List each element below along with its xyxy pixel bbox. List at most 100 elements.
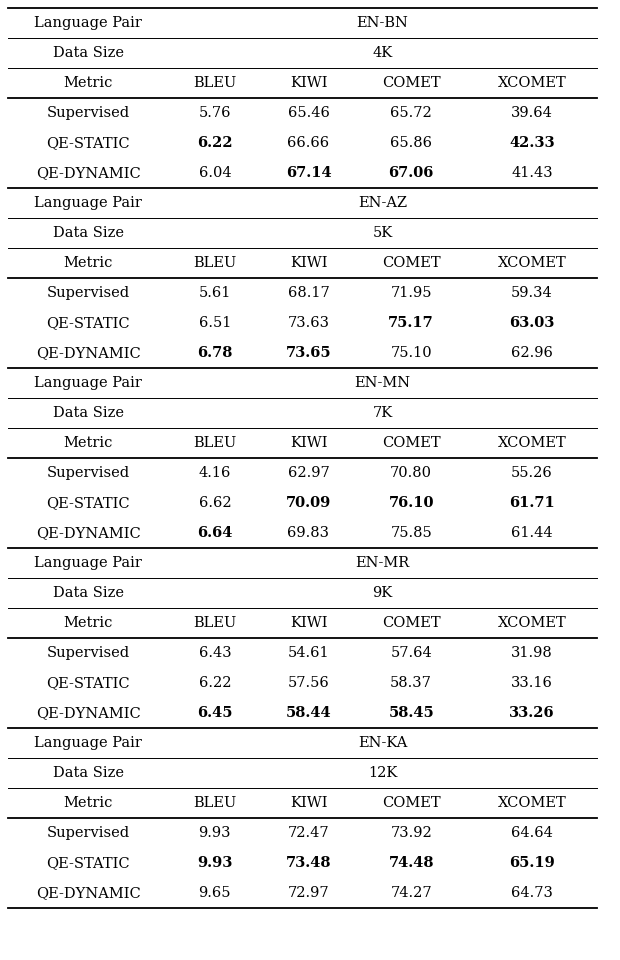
Text: XCOMET: XCOMET <box>498 616 566 630</box>
Text: EN-BN: EN-BN <box>356 16 409 30</box>
Text: 59.34: 59.34 <box>511 286 553 300</box>
Text: 5.61: 5.61 <box>198 286 231 300</box>
Text: QE-STATIC: QE-STATIC <box>46 136 130 150</box>
Text: EN-KA: EN-KA <box>358 736 407 750</box>
Text: 9K: 9K <box>373 586 392 600</box>
Text: 6.43: 6.43 <box>198 646 231 660</box>
Text: KIWI: KIWI <box>290 76 327 90</box>
Text: 72.47: 72.47 <box>288 826 329 840</box>
Text: COMET: COMET <box>382 616 440 630</box>
Text: 73.92: 73.92 <box>391 826 432 840</box>
Text: 65.19: 65.19 <box>509 856 555 870</box>
Text: QE-STATIC: QE-STATIC <box>46 316 130 330</box>
Text: COMET: COMET <box>382 76 440 90</box>
Text: 73.65: 73.65 <box>286 346 331 360</box>
Text: 57.56: 57.56 <box>288 676 329 690</box>
Text: COMET: COMET <box>382 436 440 450</box>
Text: Data Size: Data Size <box>53 586 123 600</box>
Text: XCOMET: XCOMET <box>498 76 566 90</box>
Text: Supervised: Supervised <box>46 826 130 840</box>
Text: Language Pair: Language Pair <box>34 736 142 750</box>
Text: 73.48: 73.48 <box>286 856 331 870</box>
Text: 6.64: 6.64 <box>197 526 232 540</box>
Text: Data Size: Data Size <box>53 226 123 240</box>
Text: XCOMET: XCOMET <box>498 436 566 450</box>
Text: 68.17: 68.17 <box>288 286 329 300</box>
Text: Supervised: Supervised <box>46 286 130 300</box>
Text: EN-MR: EN-MR <box>355 556 410 570</box>
Text: Metric: Metric <box>63 256 113 270</box>
Text: Metric: Metric <box>63 796 113 810</box>
Text: Language Pair: Language Pair <box>34 376 142 390</box>
Text: Supervised: Supervised <box>46 646 130 660</box>
Text: 70.09: 70.09 <box>286 496 331 510</box>
Text: 67.06: 67.06 <box>389 166 434 180</box>
Text: Language Pair: Language Pair <box>34 16 142 30</box>
Text: Language Pair: Language Pair <box>34 556 142 570</box>
Text: XCOMET: XCOMET <box>498 796 566 810</box>
Text: 72.97: 72.97 <box>288 886 329 900</box>
Text: 63.03: 63.03 <box>509 316 555 330</box>
Text: 65.86: 65.86 <box>390 136 432 150</box>
Text: 73.63: 73.63 <box>288 316 329 330</box>
Text: 61.71: 61.71 <box>509 496 555 510</box>
Text: 6.78: 6.78 <box>197 346 232 360</box>
Text: 58.44: 58.44 <box>286 706 331 720</box>
Text: 65.46: 65.46 <box>288 106 329 120</box>
Text: 75.10: 75.10 <box>391 346 432 360</box>
Text: EN-AZ: EN-AZ <box>358 196 407 210</box>
Text: 58.37: 58.37 <box>390 676 432 690</box>
Text: Data Size: Data Size <box>53 46 123 60</box>
Text: 66.66: 66.66 <box>288 136 330 150</box>
Text: 70.80: 70.80 <box>390 466 432 480</box>
Text: QE-STATIC: QE-STATIC <box>46 856 130 870</box>
Text: QE-DYNAMIC: QE-DYNAMIC <box>36 526 140 540</box>
Text: Language Pair: Language Pair <box>34 196 142 210</box>
Text: 6.45: 6.45 <box>197 706 232 720</box>
Text: 6.04: 6.04 <box>198 166 231 180</box>
Text: 65.72: 65.72 <box>391 106 432 120</box>
Text: QE-DYNAMIC: QE-DYNAMIC <box>36 346 140 360</box>
Text: 55.26: 55.26 <box>511 466 553 480</box>
Text: 64.73: 64.73 <box>511 886 553 900</box>
Text: 5K: 5K <box>373 226 392 240</box>
Text: Metric: Metric <box>63 616 113 630</box>
Text: KIWI: KIWI <box>290 436 327 450</box>
Text: 71.95: 71.95 <box>391 286 432 300</box>
Text: KIWI: KIWI <box>290 796 327 810</box>
Text: 42.33: 42.33 <box>509 136 555 150</box>
Text: BLEU: BLEU <box>193 796 236 810</box>
Text: BLEU: BLEU <box>193 436 236 450</box>
Text: 6.62: 6.62 <box>198 496 231 510</box>
Text: QE-STATIC: QE-STATIC <box>46 496 130 510</box>
Text: Supervised: Supervised <box>46 106 130 120</box>
Text: 75.85: 75.85 <box>391 526 432 540</box>
Text: 39.64: 39.64 <box>511 106 553 120</box>
Text: 31.98: 31.98 <box>511 646 553 660</box>
Text: 6.22: 6.22 <box>197 136 232 150</box>
Text: 67.14: 67.14 <box>286 166 331 180</box>
Text: 9.93: 9.93 <box>197 856 232 870</box>
Text: 69.83: 69.83 <box>288 526 329 540</box>
Text: 6.51: 6.51 <box>198 316 231 330</box>
Text: 62.97: 62.97 <box>288 466 329 480</box>
Text: 64.64: 64.64 <box>511 826 553 840</box>
Text: 6.22: 6.22 <box>198 676 231 690</box>
Text: BLEU: BLEU <box>193 256 236 270</box>
Text: QE-DYNAMIC: QE-DYNAMIC <box>36 706 140 720</box>
Text: 9.65: 9.65 <box>198 886 231 900</box>
Text: KIWI: KIWI <box>290 616 327 630</box>
Text: COMET: COMET <box>382 796 440 810</box>
Text: 75.17: 75.17 <box>388 316 434 330</box>
Text: 74.48: 74.48 <box>388 856 434 870</box>
Text: 58.45: 58.45 <box>388 706 434 720</box>
Text: 4.16: 4.16 <box>198 466 231 480</box>
Text: 54.61: 54.61 <box>288 646 329 660</box>
Text: 74.27: 74.27 <box>391 886 432 900</box>
Text: Data Size: Data Size <box>53 406 123 420</box>
Text: QE-STATIC: QE-STATIC <box>46 676 130 690</box>
Text: Supervised: Supervised <box>46 466 130 480</box>
Text: KIWI: KIWI <box>290 256 327 270</box>
Text: 41.43: 41.43 <box>511 166 553 180</box>
Text: QE-DYNAMIC: QE-DYNAMIC <box>36 886 140 900</box>
